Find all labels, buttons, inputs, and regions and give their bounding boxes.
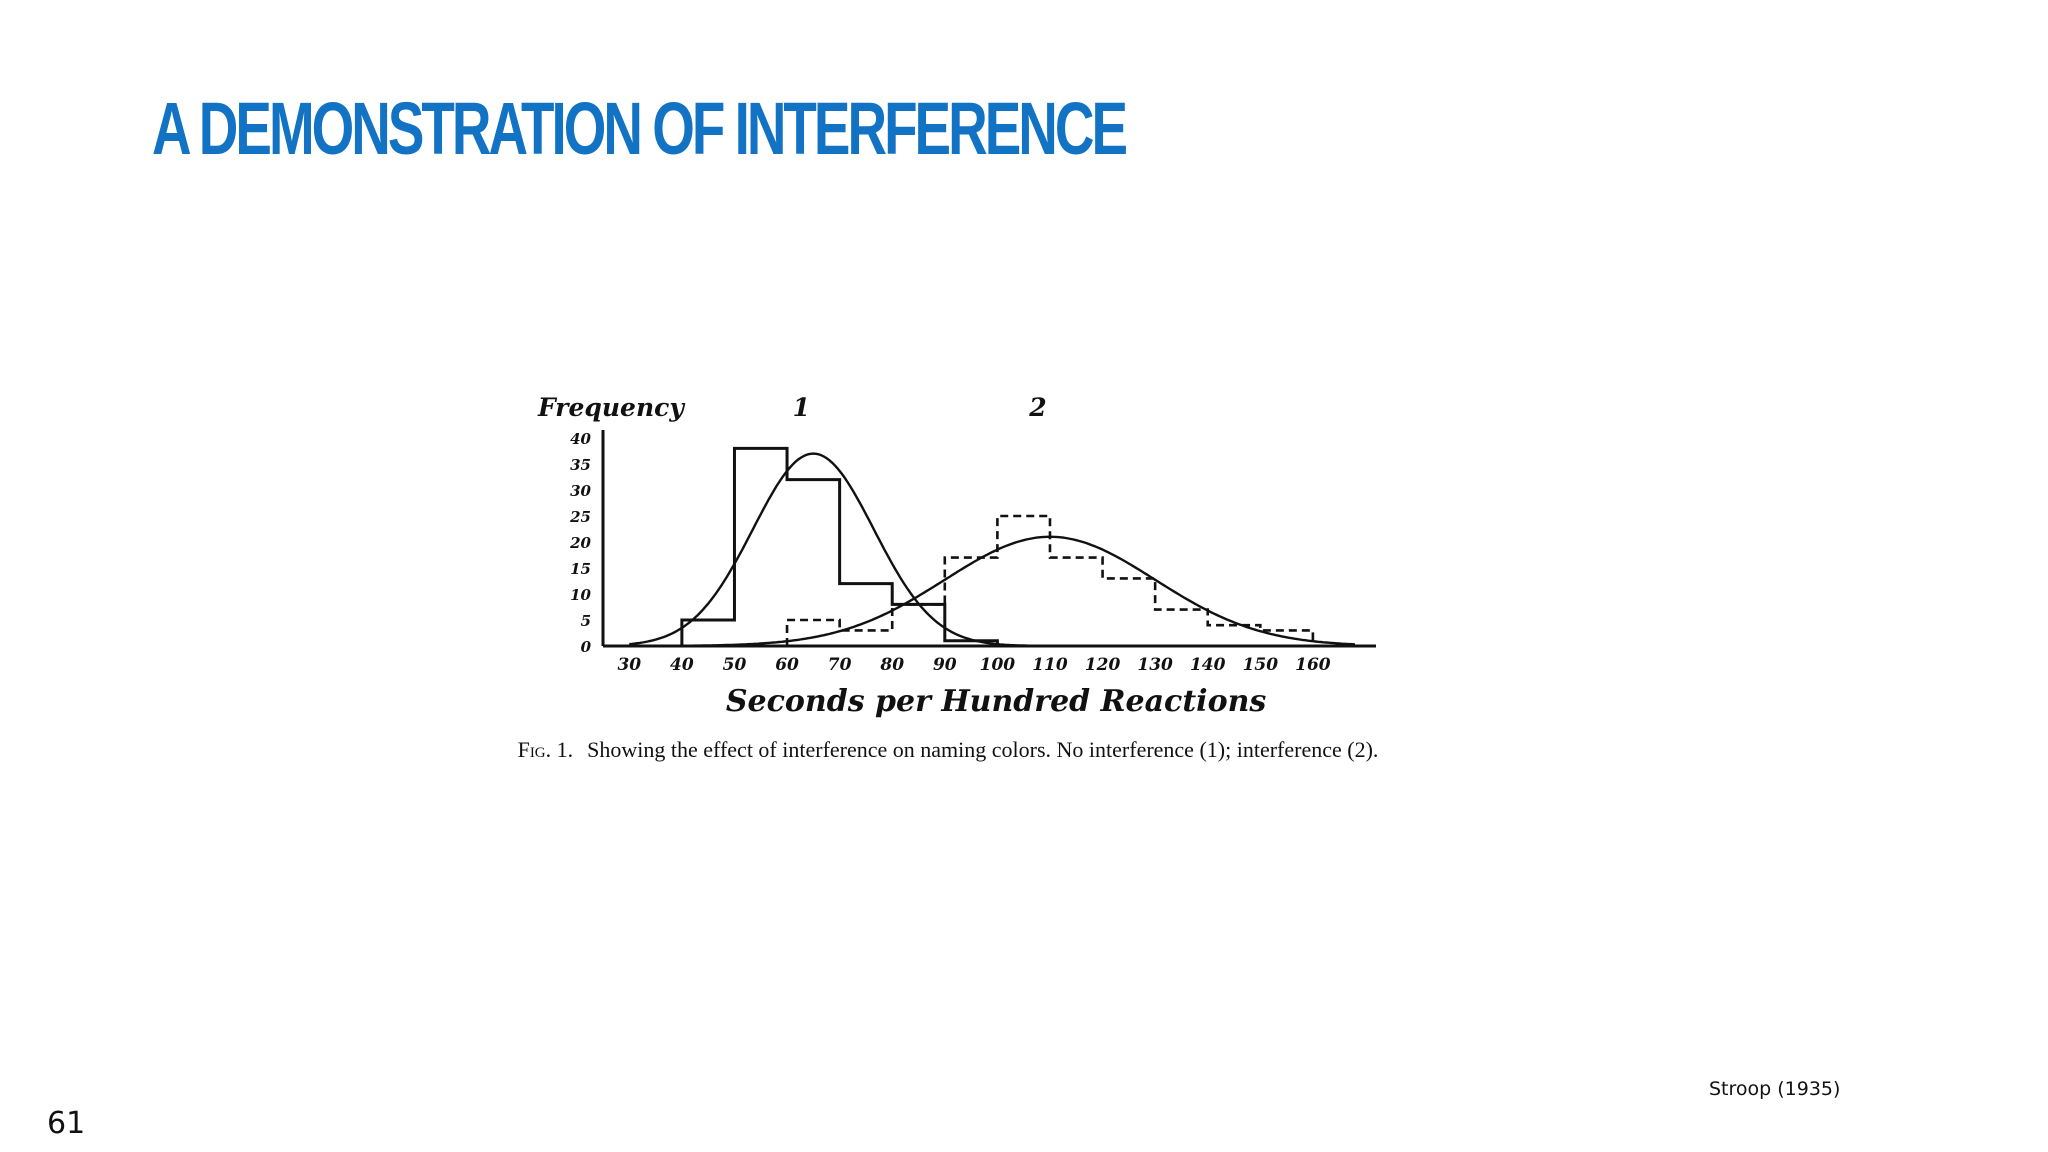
page-number: 61 — [47, 1106, 86, 1141]
x-tick-label: 160 — [1295, 655, 1331, 675]
x-tick-label: 110 — [1032, 655, 1068, 675]
x-tick-label: 120 — [1085, 655, 1121, 675]
series-label-1: 1 — [793, 393, 810, 422]
y-tick-label: 5 — [581, 612, 591, 630]
figure-caption: Fig. 1. Showing the effect of interferenc… — [508, 735, 1388, 765]
y-tick-label: 35 — [570, 456, 591, 474]
x-tick-label: 30 — [617, 655, 641, 675]
stroop-figure: 30 40 50 60 70 80 90 100 110 120 130 140 150 160 40 35 3… — [508, 386, 1388, 806]
y-tick-label: 10 — [570, 586, 591, 604]
caption-label: Fig. 1. — [517, 737, 574, 762]
y-tick-label: 30 — [570, 482, 591, 500]
x-tick-label: 70 — [828, 655, 852, 675]
y-tick-label: 40 — [570, 430, 591, 448]
histogram-bar — [1050, 558, 1103, 646]
series-label-2: 2 — [1028, 393, 1046, 422]
y-tick-label: 25 — [569, 508, 591, 526]
histogram-series-1 — [680, 446, 999, 646]
x-tick-label: 150 — [1243, 655, 1279, 675]
y-tick-label: 0 — [581, 638, 592, 656]
histogram-bar — [1103, 578, 1156, 646]
histogram-bar — [682, 620, 735, 646]
x-tick-label: 60 — [775, 655, 799, 675]
citation: Stroop (1935) — [1709, 1078, 1841, 1100]
x-tick-label: 100 — [980, 655, 1016, 675]
caption-text: Showing the effect of interference on na… — [587, 737, 1379, 762]
x-axis-label: Seconds per Hundred Reactions — [726, 684, 1267, 719]
histogram-bar — [1155, 610, 1208, 646]
x-tick-label: 90 — [933, 655, 957, 675]
x-tick-label: 80 — [879, 655, 904, 675]
fitted-curve-1 — [629, 452, 1355, 648]
x-tick-label: 50 — [723, 655, 747, 675]
y-axis-label: Frequency — [537, 393, 685, 422]
x-tick-label: 140 — [1190, 655, 1226, 675]
histogram-bar — [997, 516, 1050, 646]
x-tick-label: 40 — [670, 655, 694, 675]
y-tick-label: 20 — [569, 534, 591, 552]
histogram-bar — [892, 604, 945, 646]
slide-title: A DEMONSTRATION OF INTERFERENCE — [152, 87, 1128, 170]
x-tick-label: 130 — [1137, 655, 1173, 675]
fitted-curve-2 — [629, 535, 1356, 648]
y-tick-label: 15 — [570, 560, 591, 578]
histogram-bar — [840, 630, 893, 646]
frequency-chart: 30 40 50 60 70 80 90 100 110 120 130 140 150 16040353… — [537, 393, 1376, 719]
